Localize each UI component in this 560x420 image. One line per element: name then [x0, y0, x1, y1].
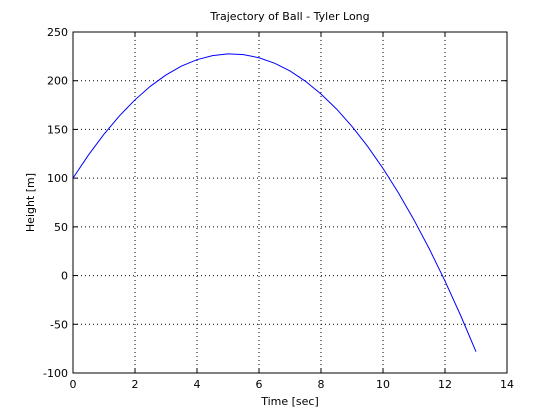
series-line [72, 53, 477, 352]
x-tick-label: 0 [70, 378, 77, 391]
y-axis-label: Height [m] [24, 173, 37, 232]
y-tick-label: -50 [50, 318, 68, 331]
x-tick-label: 8 [318, 378, 325, 391]
plot-frame [72, 31, 508, 374]
y-tick-label: 50 [54, 221, 68, 234]
y-tick-label: 150 [47, 123, 68, 136]
x-axis-label: Time [sec] [260, 395, 319, 408]
x-tick-label: 6 [256, 378, 263, 391]
tick-labels: 0 2 4 6 8 10 12 14 -100 -50 0 50 100 150 200 250 [43, 26, 514, 391]
y-tick-label: 100 [47, 172, 68, 185]
y-tick-label: 200 [47, 75, 68, 88]
axis-ticks [72, 31, 508, 374]
y-tick-label: -100 [43, 367, 68, 380]
x-tick-label: 4 [194, 378, 201, 391]
x-tick-label: 14 [500, 378, 514, 391]
x-tick-label: 12 [438, 378, 452, 391]
chart-title: Trajectory of Ball - Tyler Long [209, 10, 369, 23]
grid-lines [73, 32, 507, 373]
x-tick-label: 2 [132, 378, 139, 391]
y-tick-label: 0 [61, 270, 68, 283]
x-tick-label: 10 [376, 378, 390, 391]
y-tick-label: 250 [47, 26, 68, 39]
